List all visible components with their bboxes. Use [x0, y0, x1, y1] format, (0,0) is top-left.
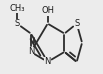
Text: N: N	[44, 57, 51, 66]
Text: CH₃: CH₃	[9, 4, 25, 13]
Text: OH: OH	[41, 6, 54, 15]
Text: S: S	[15, 19, 20, 28]
Text: S: S	[74, 19, 79, 28]
Text: N: N	[28, 47, 34, 56]
